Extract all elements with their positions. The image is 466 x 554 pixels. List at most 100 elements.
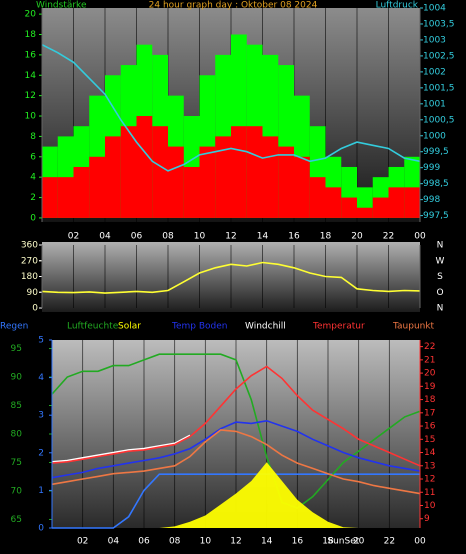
- y2-tick-label: 17: [424, 408, 435, 418]
- x-tick-label: 10: [194, 232, 206, 242]
- y-tick-label: 2: [30, 193, 36, 203]
- bar: [309, 177, 326, 218]
- bar: [215, 136, 231, 218]
- x-tick-label: 02: [68, 232, 79, 242]
- y2-tick-label: 19: [424, 382, 436, 392]
- y2-tick-label: 10: [424, 501, 436, 511]
- y-tick-label: 14: [25, 71, 37, 81]
- y-tick-label: 90: [11, 373, 23, 383]
- x-tick-label: 08: [169, 537, 181, 547]
- x-tick-label: 16: [292, 537, 304, 547]
- y2-tick-label: O: [436, 288, 443, 298]
- y-tick-label: 360: [21, 241, 38, 251]
- line: [41, 43, 421, 172]
- bar: [152, 126, 168, 218]
- bar: [120, 126, 137, 218]
- y2-tick-label: N: [437, 241, 444, 251]
- bar: [388, 187, 405, 218]
- line: [51, 419, 421, 479]
- x-tick-label: 06: [131, 232, 143, 242]
- bar: [262, 136, 279, 218]
- y2-tick-label: 9: [424, 514, 430, 524]
- y-tick-label: 12: [25, 91, 36, 101]
- bar: [404, 187, 420, 218]
- y3-tick-label: 0: [38, 524, 44, 534]
- y2-tick-label: 12: [424, 475, 435, 485]
- y2-tick-label: 997,5: [423, 211, 449, 221]
- y-tick-label: 8: [30, 132, 36, 142]
- y2-tick-label: 1004: [423, 4, 446, 14]
- x-tick-label: 10: [200, 537, 212, 547]
- bar: [357, 207, 373, 218]
- bar: [325, 187, 342, 218]
- bar: [183, 166, 200, 218]
- bar: [246, 126, 263, 218]
- y2-tick-label: 999: [423, 163, 440, 173]
- y2-tick-label: 1002: [423, 67, 446, 77]
- y2-tick-label: 998,5: [423, 179, 449, 189]
- x-tick-label: 20: [351, 232, 363, 242]
- y2-tick-label: 1003,5: [423, 19, 455, 29]
- y2-tick-label: 1001: [423, 99, 446, 109]
- bar: [278, 146, 294, 218]
- y-tick-label: 10: [25, 112, 37, 122]
- y-tick-label: 65: [11, 515, 22, 525]
- x-tick-label: 04: [108, 537, 120, 547]
- x-tick-label: 14: [261, 537, 273, 547]
- y-tick-label: 0: [32, 304, 38, 314]
- x-tick-label: 18: [322, 537, 334, 547]
- bar: [57, 177, 74, 218]
- legend-entry: Regen: [0, 322, 28, 332]
- line: [51, 429, 421, 495]
- chart-title: 24 hour graph day : Oktober 08 2024: [149, 1, 318, 11]
- area: [52, 462, 420, 528]
- legend-entry: Taupunkt: [392, 322, 435, 332]
- y2-tick-label: 13: [424, 461, 435, 471]
- y-tick-label: 270: [21, 256, 38, 266]
- bar: [199, 146, 216, 218]
- y2-tick-label: 20: [424, 369, 436, 379]
- line: [51, 365, 421, 467]
- y2-tick-label: 15: [424, 435, 435, 445]
- y-tick-label: 18: [25, 30, 37, 40]
- x-tick-label: 18: [320, 232, 332, 242]
- bar: [372, 197, 389, 218]
- bar: [341, 197, 357, 218]
- y-tick-label: 95: [11, 344, 22, 354]
- x-tick-label: 06: [138, 537, 150, 547]
- x-tick-label: 22: [384, 537, 395, 547]
- y-tick-label: 16: [25, 50, 37, 60]
- y2-tick-label: 1000,5: [423, 115, 455, 125]
- x-tick-label: 02: [77, 537, 88, 547]
- y2-tick-label: 11: [424, 488, 435, 498]
- x-tick-label: 20: [353, 537, 365, 547]
- y-tick-label: 80: [11, 430, 23, 440]
- y-tick-label: 70: [11, 486, 23, 496]
- annotation: SunSet: [327, 537, 359, 547]
- y-tick-label: 6: [30, 152, 36, 162]
- line: [51, 353, 421, 510]
- y2-tick-label: 1002,5: [423, 51, 455, 61]
- bar: [136, 116, 153, 218]
- bar: [294, 156, 310, 218]
- y-tick-label: 4: [30, 173, 36, 183]
- y3-tick-label: 3: [38, 411, 44, 421]
- bar: [168, 146, 184, 218]
- bar: [231, 126, 247, 218]
- y2-tick-label: 999,5: [423, 147, 449, 157]
- y2-axis-title: Luftdruck: [376, 1, 419, 11]
- x-tick-label: 16: [288, 232, 300, 242]
- y3-tick-label: 2: [38, 448, 44, 458]
- y-tick-label: 75: [11, 458, 22, 468]
- y2-tick-label: 14: [424, 448, 436, 458]
- legend-entry: Luftfeuchte: [67, 322, 119, 332]
- x-tick-label: 12: [230, 537, 241, 547]
- y3-tick-label: 1: [38, 486, 44, 496]
- y2-tick-label: W: [436, 256, 445, 266]
- y2-tick-label: 16: [424, 422, 436, 432]
- bar: [73, 166, 90, 218]
- y2-tick-label: 1003: [423, 35, 446, 45]
- x-tick-label: 08: [162, 232, 174, 242]
